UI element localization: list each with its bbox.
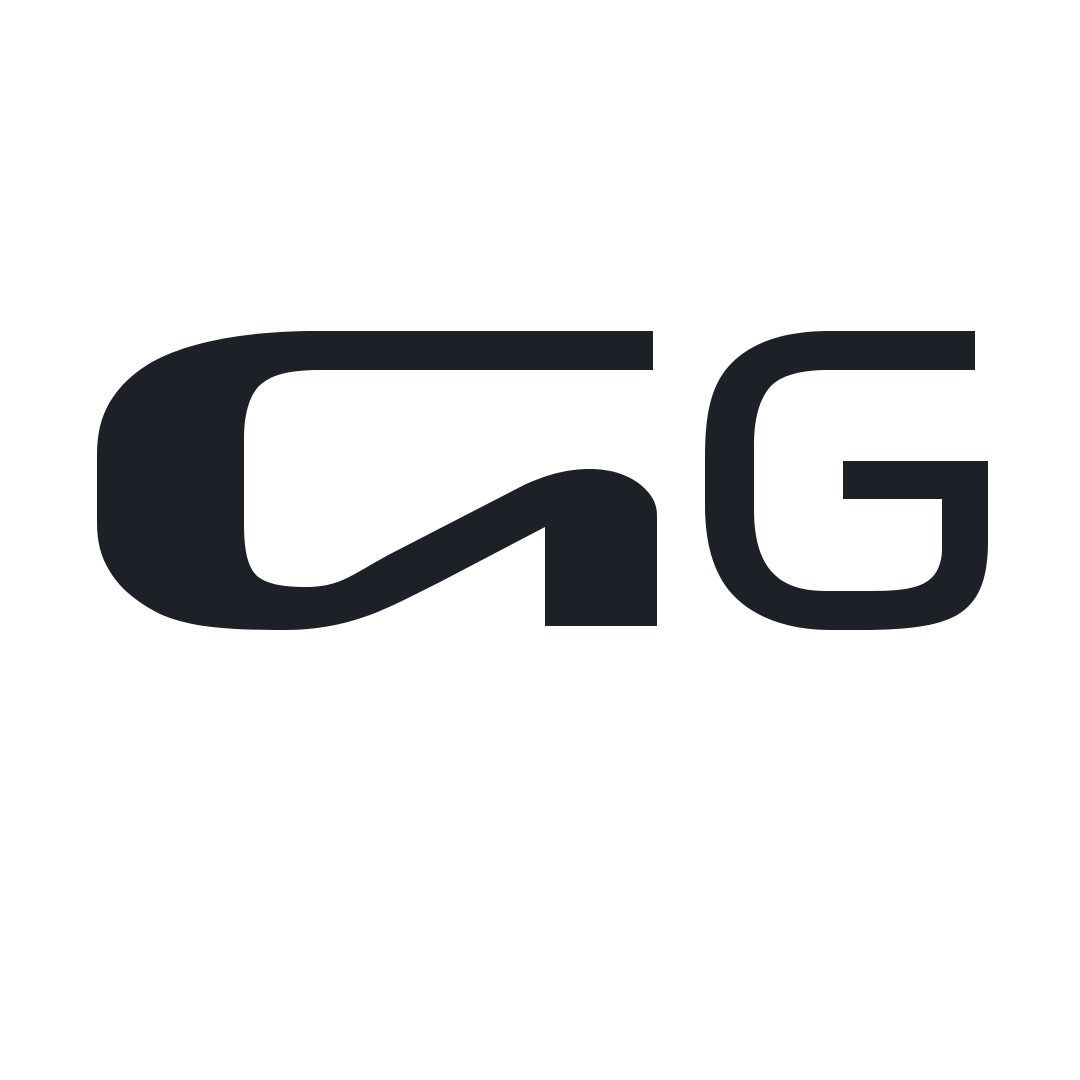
first-g-glyph <box>97 331 657 630</box>
second-g-glyph <box>705 331 988 630</box>
